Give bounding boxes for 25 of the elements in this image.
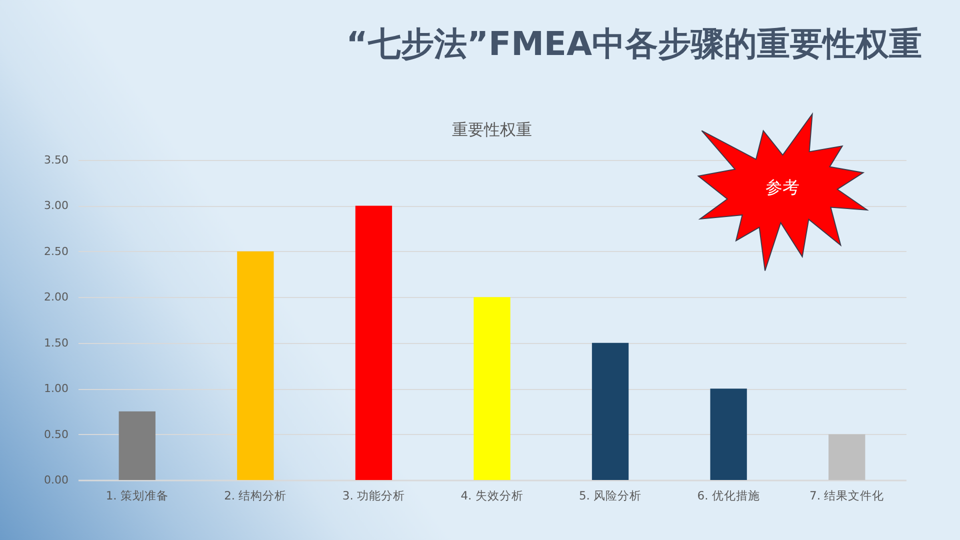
bar xyxy=(592,342,629,480)
y-tick-label: 3.50 xyxy=(44,154,68,166)
bar xyxy=(710,388,747,480)
chart-title: “七步法”FMEA中各步骤的重要性权重 xyxy=(346,23,922,65)
chart-subtitle: 重要性权重 xyxy=(452,120,532,139)
x-tick-label: 7. 结果文件化 xyxy=(810,488,884,502)
x-tick-label: 4. 失效分析 xyxy=(460,488,524,502)
y-tick-label: 2.00 xyxy=(44,290,68,304)
bar xyxy=(237,251,274,480)
y-tick-label: 2.50 xyxy=(44,244,68,258)
annotation: 参考 xyxy=(764,176,800,200)
bar xyxy=(118,411,156,480)
y-tick-label: 0.00 xyxy=(44,474,68,486)
bar xyxy=(355,206,392,480)
x-tick-label: 1. 策划准备 xyxy=(106,488,168,502)
y-tick-label: 3.00 xyxy=(44,199,68,212)
y-tick-label: 0.50 xyxy=(44,428,68,441)
x-tick-label: 3. 功能分析 xyxy=(342,488,406,502)
x-tick-label: 6. 优化措施 xyxy=(697,488,760,502)
bar xyxy=(474,297,510,480)
y-tick-label: 1.00 xyxy=(44,382,68,396)
x-tick-label: 2. 结构分析 xyxy=(224,488,287,502)
bar xyxy=(828,434,866,480)
y-tick-label: 1.50 xyxy=(44,336,68,350)
x-tick-label: 5. 风险分析 xyxy=(578,488,642,502)
